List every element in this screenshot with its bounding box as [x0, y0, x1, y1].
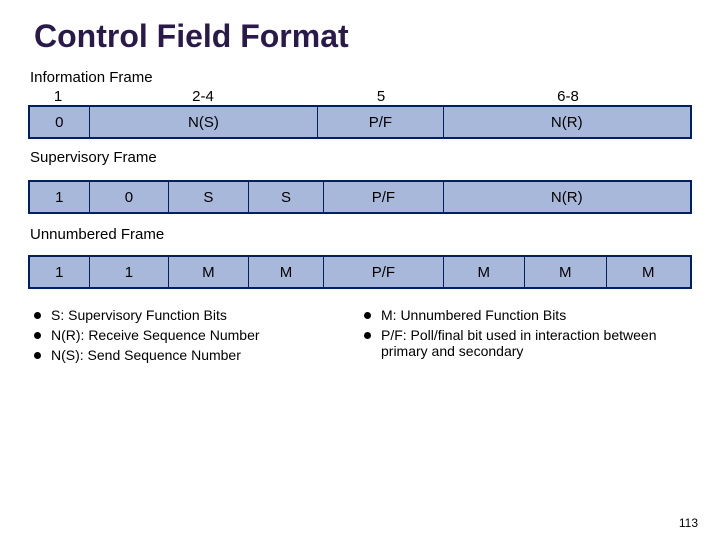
info-header-2: 2-4	[88, 88, 318, 105]
sup-cell-3: S	[249, 182, 325, 212]
bullet-icon	[364, 312, 371, 319]
legend-text: S: Supervisory Function Bits	[51, 307, 227, 323]
info-cell-1: N(S)	[90, 107, 319, 137]
legend-item: N(R): Receive Sequence Number	[28, 327, 358, 343]
unnum-cell-1: 1	[90, 257, 170, 287]
sup-frame-label: Supervisory Frame	[30, 149, 692, 166]
bullet-icon	[34, 312, 41, 319]
legend-left: S: Supervisory Function Bits N(R): Recei…	[28, 307, 358, 363]
unnum-cell-3: M	[249, 257, 325, 287]
legend-right: M: Unnumbered Function Bits P/F: Poll/fi…	[358, 307, 678, 363]
sup-cell-1: 0	[90, 182, 170, 212]
legend-item: M: Unnumbered Function Bits	[358, 307, 678, 323]
info-frame-row: 0 N(S) P/F N(R)	[28, 105, 692, 139]
sup-cell-0: 1	[30, 182, 90, 212]
bullet-icon	[34, 352, 41, 359]
legend-item: P/F: Poll/final bit used in interaction …	[358, 327, 678, 359]
unnum-cell-0: 1	[30, 257, 90, 287]
slide-title: Control Field Format	[34, 18, 692, 55]
info-header-1: 1	[28, 88, 88, 105]
sup-cell-2: S	[169, 182, 249, 212]
legend-text: P/F: Poll/final bit used in interaction …	[381, 327, 678, 359]
sup-frame-row: 1 0 S S P/F N(R)	[28, 180, 692, 214]
info-cell-0: 0	[30, 107, 90, 137]
unnum-cell-4: P/F	[324, 257, 443, 287]
legend-text: N(S): Send Sequence Number	[51, 347, 241, 363]
unnum-cell-5: M	[444, 257, 526, 287]
sup-cell-5: N(R)	[444, 182, 691, 212]
info-frame-header: 1 2-4 5 6-8	[28, 88, 692, 105]
sup-cell-4: P/F	[324, 182, 443, 212]
legend-item: S: Supervisory Function Bits	[28, 307, 358, 323]
info-frame-label: Information Frame	[30, 69, 692, 86]
unnum-cell-7: M	[607, 257, 690, 287]
bullet-icon	[364, 332, 371, 339]
legend-item: N(S): Send Sequence Number	[28, 347, 358, 363]
info-header-3: 5	[318, 88, 444, 105]
info-cell-2: P/F	[318, 107, 443, 137]
legend-text: N(R): Receive Sequence Number	[51, 327, 260, 343]
legend-text: M: Unnumbered Function Bits	[381, 307, 566, 323]
page-number: 113	[679, 516, 698, 530]
info-header-4: 6-8	[444, 88, 692, 105]
unnum-cell-2: M	[169, 257, 249, 287]
info-cell-3: N(R)	[444, 107, 691, 137]
unnum-frame-row: 1 1 M M P/F M M M	[28, 255, 692, 289]
bullet-icon	[34, 332, 41, 339]
unnum-cell-6: M	[525, 257, 607, 287]
unnum-frame-label: Unnumbered Frame	[30, 226, 692, 243]
legend: S: Supervisory Function Bits N(R): Recei…	[28, 307, 692, 363]
